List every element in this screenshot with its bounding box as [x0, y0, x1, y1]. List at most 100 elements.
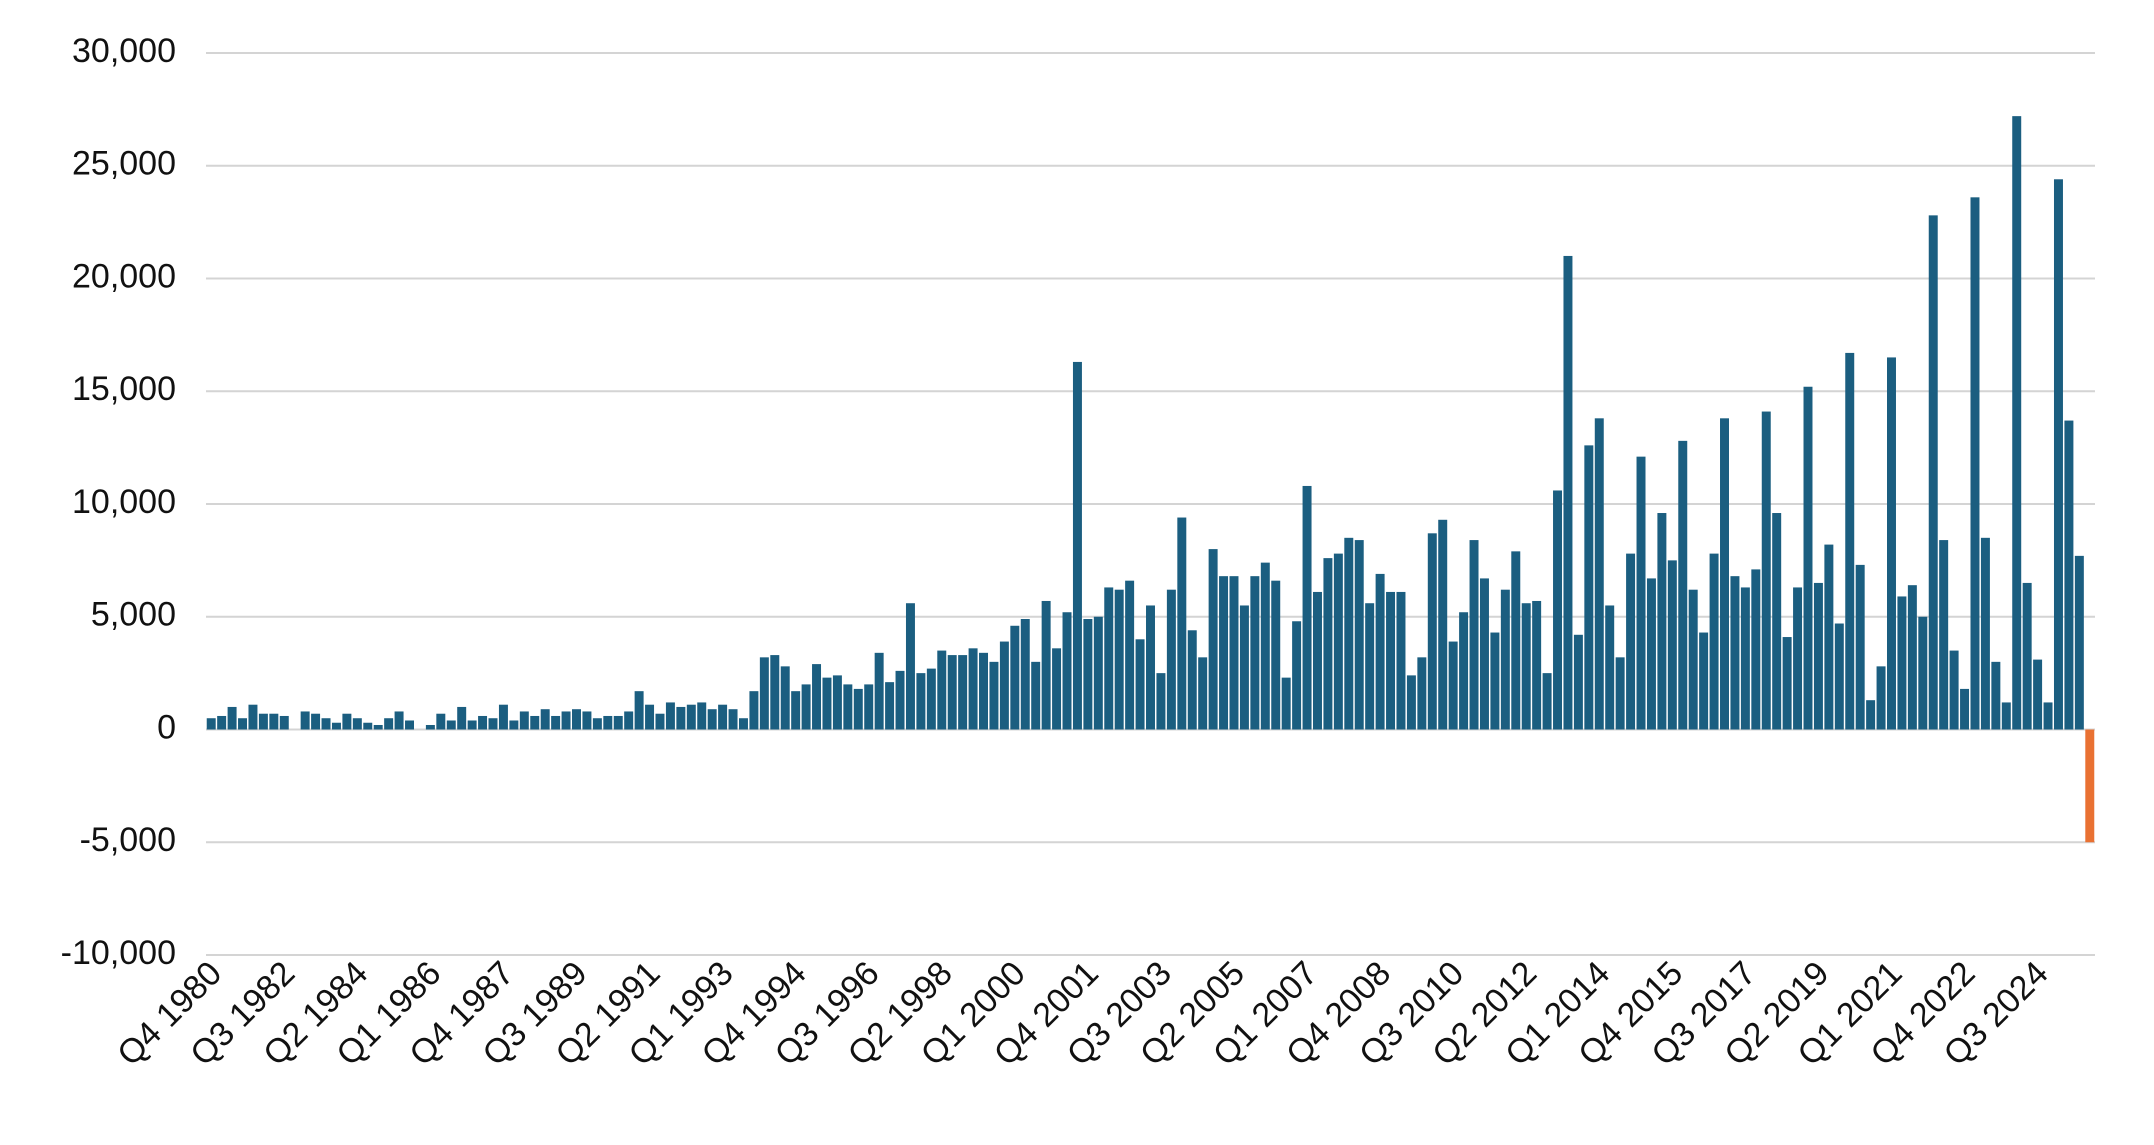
bar [1594, 418, 1604, 730]
bar [206, 718, 216, 730]
bar [801, 684, 811, 730]
bar [1887, 357, 1896, 730]
bar [1386, 591, 1396, 730]
bar [2001, 702, 2011, 730]
bar [1699, 632, 1709, 730]
bar [968, 648, 978, 730]
bar [405, 720, 414, 730]
bar [1229, 576, 1239, 730]
bar [1834, 623, 1844, 730]
bar [1803, 386, 1813, 730]
bar [822, 677, 832, 730]
bar [853, 688, 863, 730]
bar [1626, 553, 1636, 730]
bar [1824, 544, 1834, 730]
y-tick-label: 0 [157, 708, 176, 746]
bar [1751, 569, 1761, 730]
y-tick-label: 10,000 [72, 483, 176, 521]
bar [2043, 702, 2053, 730]
bar [1323, 558, 1333, 730]
bar [1980, 537, 1990, 730]
bar [1970, 197, 1980, 730]
bar [498, 704, 508, 730]
bar [1062, 612, 1072, 730]
bar [885, 682, 895, 730]
y-tick-label: -10,000 [61, 934, 176, 972]
bar [1678, 440, 1688, 730]
bar [248, 704, 258, 730]
bar [331, 722, 341, 730]
bar [1083, 619, 1093, 730]
bar [707, 709, 717, 730]
bar [926, 668, 936, 730]
bar [770, 655, 780, 730]
bar [519, 711, 529, 730]
bar [1417, 657, 1427, 730]
bar [1396, 591, 1406, 730]
bar [1459, 612, 1469, 730]
bar [1918, 616, 1928, 730]
bar [373, 724, 383, 730]
bar [2053, 179, 2063, 730]
bar [718, 704, 728, 730]
bar [1438, 519, 1448, 730]
bar [947, 655, 957, 730]
bar [1469, 540, 1479, 730]
bar [467, 720, 477, 730]
bar [1281, 677, 1291, 730]
bar [676, 706, 686, 730]
bar [1239, 605, 1249, 730]
bar [645, 704, 655, 730]
bar [1125, 580, 1135, 730]
bar [1344, 537, 1354, 730]
bar [363, 722, 373, 730]
bar [895, 670, 905, 730]
bar [958, 655, 968, 730]
bar [352, 718, 362, 730]
bar [1772, 513, 1782, 730]
bar [2033, 659, 2043, 730]
bar [1939, 540, 1949, 730]
bar [258, 713, 268, 730]
bar [1114, 589, 1124, 730]
bar [561, 711, 571, 730]
bar [665, 702, 675, 730]
bar [1584, 445, 1594, 730]
bar [1500, 589, 1510, 730]
bar [2012, 116, 2022, 730]
bar [509, 720, 519, 730]
bar [1406, 675, 1416, 730]
bar [572, 709, 581, 730]
bar [613, 715, 623, 730]
bar [697, 702, 707, 730]
bar [2085, 729, 2095, 843]
bar [1427, 533, 1437, 730]
bar [217, 715, 227, 730]
bar [1250, 576, 1260, 730]
bar [1782, 637, 1792, 730]
bar [1177, 517, 1187, 730]
bar [2022, 582, 2032, 730]
bar [1104, 587, 1114, 730]
bar [1375, 573, 1385, 730]
bar [1354, 540, 1364, 730]
bar [238, 718, 248, 730]
bar [1855, 564, 1865, 730]
bar [540, 709, 550, 730]
bar [738, 718, 748, 730]
bar [1688, 589, 1698, 730]
bar [1720, 418, 1729, 730]
bar [1156, 673, 1166, 730]
bar [1949, 650, 1959, 730]
bar [1208, 549, 1218, 730]
bar [937, 650, 947, 730]
bar [989, 661, 999, 730]
bar [394, 711, 404, 730]
bar [1020, 619, 1030, 730]
bar [530, 715, 540, 730]
bar [1866, 700, 1876, 730]
bar [749, 691, 759, 730]
bar [1010, 625, 1020, 730]
bar [2064, 420, 2074, 730]
